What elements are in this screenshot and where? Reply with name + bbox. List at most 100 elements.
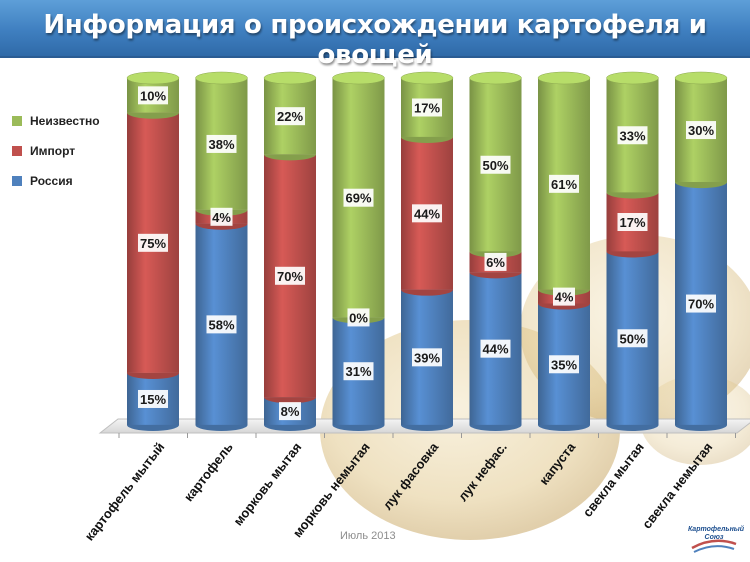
bar-segment-base — [332, 424, 385, 431]
data-label-text: 58% — [208, 317, 234, 332]
data-label-text: 8% — [281, 404, 300, 419]
data-label: 35% — [549, 355, 579, 374]
data-label-text: 70% — [277, 269, 303, 284]
bar-top-cap — [400, 71, 454, 85]
legend: Неизвестно Импорт Россия — [12, 106, 100, 196]
data-label-box — [210, 207, 233, 226]
data-label: 69% — [343, 188, 374, 207]
data-label-box — [549, 355, 579, 374]
data-label-box — [484, 252, 507, 271]
bar-segment-base — [195, 424, 248, 431]
bar-stack — [195, 71, 248, 431]
bar-segment-base — [401, 136, 453, 143]
data-label-box — [480, 155, 511, 174]
data-label-box — [412, 204, 442, 223]
bar-top-cap — [263, 71, 317, 85]
bar-segment-base — [675, 424, 727, 431]
bar-segment-base — [538, 424, 590, 431]
bar-segment-base — [469, 272, 522, 279]
data-label: 17% — [412, 98, 442, 117]
data-label: 50% — [480, 155, 511, 174]
data-label-text: 75% — [140, 236, 166, 251]
data-label-box — [138, 389, 168, 408]
bar-stack — [537, 71, 591, 431]
data-label-text: 61% — [551, 177, 577, 192]
data-label: 4% — [553, 287, 575, 306]
data-labels-layer: 15% 75% 10% 58% 4% 38% 8% 70% 22% 31% 0% 69% 39% 44% 1… — [138, 86, 716, 421]
data-label-box — [138, 233, 168, 252]
data-label: 15% — [138, 389, 168, 408]
bar-top-cap — [332, 71, 385, 85]
bar-segment-base — [538, 303, 590, 310]
chart-title: Информация о происхождении картофеля и о… — [43, 10, 707, 70]
data-label: 70% — [686, 294, 716, 313]
data-label: 58% — [206, 315, 237, 334]
bar-segment-base — [127, 372, 179, 379]
data-label-text: 17% — [414, 100, 440, 115]
x-tick-label: картофель — [181, 440, 236, 505]
data-label-text: 50% — [482, 158, 508, 173]
legend-swatch-import — [12, 146, 22, 156]
bar-stack — [469, 71, 522, 431]
bar-segment-base — [195, 223, 248, 230]
data-label-text: 39% — [414, 350, 440, 365]
data-label-text: 70% — [688, 297, 714, 312]
data-label-box — [412, 98, 442, 117]
data-label-text: 69% — [345, 191, 371, 206]
data-label: 10% — [138, 86, 168, 105]
data-label-text: 38% — [208, 137, 234, 152]
data-label-box — [347, 308, 370, 327]
bar-segment-base — [606, 192, 659, 199]
data-label-box — [553, 287, 575, 306]
data-label-text: 4% — [212, 210, 231, 225]
bar-segment-base — [606, 251, 659, 258]
data-label-text: 22% — [277, 109, 303, 124]
x-tick-label: картофель мытый — [82, 440, 168, 544]
data-label-text: 33% — [619, 128, 645, 143]
data-label-box — [686, 294, 716, 313]
legend-swatch-unknown — [12, 116, 22, 126]
data-label-text: 44% — [414, 206, 440, 221]
data-label-box — [343, 188, 374, 207]
logo: Картофельный Союз — [688, 522, 745, 556]
data-label: 0% — [347, 308, 370, 327]
data-label-text: 31% — [345, 364, 371, 379]
bar-stack — [263, 71, 317, 431]
data-label-box — [617, 329, 648, 348]
data-label: 70% — [275, 266, 305, 285]
data-label: 44% — [480, 339, 511, 358]
bar-segment-base — [401, 424, 453, 431]
bar-segment-base — [401, 289, 453, 296]
bar-segment-base — [469, 424, 522, 431]
data-label-box — [138, 86, 168, 105]
bar-segment-base — [606, 424, 659, 431]
data-label-text: 30% — [688, 123, 714, 138]
data-label: 17% — [617, 213, 648, 232]
data-label-box — [206, 315, 237, 334]
data-label-text: 0% — [349, 310, 368, 325]
bar-segment-base — [675, 182, 727, 189]
title-bar: Информация о происхождении картофеля и о… — [0, 0, 750, 70]
bar-top-cap — [537, 71, 591, 85]
data-label-text: 44% — [482, 342, 508, 357]
bar-stack — [400, 71, 454, 431]
data-label-text: 4% — [555, 290, 574, 305]
bar-top-cap — [469, 71, 522, 85]
bar-top-cap — [126, 71, 180, 85]
data-label-text: 10% — [140, 88, 166, 103]
data-label-text: 50% — [619, 331, 645, 346]
data-label-box — [617, 126, 648, 145]
legend-label: Импорт — [30, 144, 76, 158]
data-label-box — [343, 362, 374, 381]
data-label: 8% — [279, 402, 301, 421]
logo-text: Картофельный Союз — [688, 526, 745, 541]
bar-segment-base — [264, 397, 316, 404]
bar-segment-base — [264, 424, 316, 431]
data-label-text: 17% — [619, 215, 645, 230]
data-label-box — [412, 348, 442, 367]
data-label: 33% — [617, 126, 648, 145]
data-label: 75% — [138, 233, 168, 252]
legend-swatch-russia — [12, 176, 22, 186]
bar-segment-base — [264, 154, 316, 161]
